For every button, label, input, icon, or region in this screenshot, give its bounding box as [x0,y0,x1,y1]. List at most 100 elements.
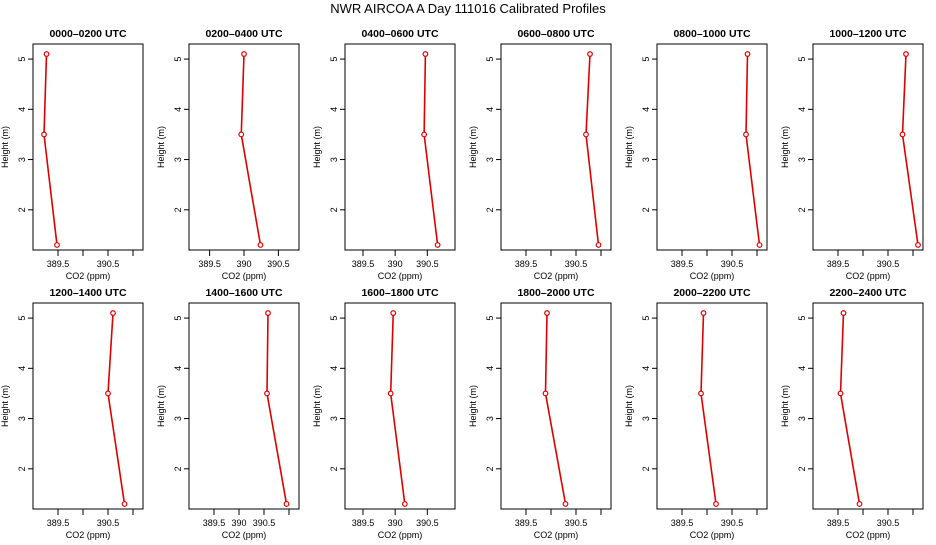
x-tick-label: 390.5 [721,259,744,269]
y-tick-label: 5 [173,316,183,321]
x-tick-label: 390.5 [721,518,744,528]
y-tick-label: 2 [641,207,651,212]
y-axis-label: Height (m) [312,126,322,168]
profile-panel: 2200–2400 UTC 389.5 390.5 2 3 4 5 CO2 (ppm) Heig… [780,287,924,540]
profile-panel: 0000–0200 UTC 389.5 390.5 2 3 4 5 CO2 (ppm) Heig… [0,28,144,281]
y-tick-label: 5 [485,57,495,62]
y-tick-label: 3 [485,416,495,421]
y-axis-label: Height (m) [468,126,478,168]
profile-line [585,54,600,246]
profile-panel: 0200–0400 UTC 389.5 390 390.5 2 3 4 5 CO2 (ppm) H… [156,28,300,281]
panel-title: 0400–0600 UTC [361,28,438,40]
y-tick-label: 4 [329,366,339,371]
y-axis-label: Height (m) [156,385,166,427]
x-axis-label: CO2 (ppm) [846,530,891,540]
y-tick-label: 3 [797,416,807,421]
x-tick-label: 390.5 [565,259,588,269]
y-tick-label: 5 [173,57,183,62]
plot-frame [344,302,456,510]
y-tick-label: 4 [641,107,651,112]
y-axis-label: Height (m) [624,126,634,168]
y-tick-label: 2 [485,466,495,471]
data-point [422,51,429,57]
data-point [698,390,704,397]
y-axis-label: Height (m) [0,385,10,427]
plot-frame [500,43,612,251]
data-point [54,242,60,248]
x-axis-label: CO2 (ppm) [534,530,579,540]
y-tick-label: 5 [485,316,495,321]
x-tick-label: 389.5 [515,518,538,528]
y-tick-label: 2 [17,466,27,471]
y-tick-label: 3 [173,416,183,421]
panel-title: 0600–0800 UTC [517,28,594,40]
x-axis-label: CO2 (ppm) [534,271,579,281]
y-tick-label: 4 [797,107,807,112]
y-tick-label: 3 [485,157,495,162]
y-tick-label: 2 [329,207,339,212]
data-point [43,51,50,57]
y-tick-label: 4 [173,107,183,112]
data-point [544,310,550,316]
data-point [390,310,397,316]
y-tick-label: 3 [173,157,183,162]
x-tick-label: 389.5 [827,518,850,528]
profile-line [240,54,262,246]
panel-title: 0000–0200 UTC [49,28,126,40]
y-tick-label: 2 [329,466,339,471]
y-tick-label: 2 [485,207,495,212]
y-tick-label: 2 [797,207,807,212]
y-axis-label: Height (m) [780,126,790,168]
y-tick-label: 2 [797,466,807,471]
plot-frame [656,302,768,510]
profile-panel: 1000–1200 UTC 389.5 390.5 2 3 4 5 CO2 (ppm) Heig… [780,28,924,281]
profile-panel: 0800–1000 UTC 389.5 390.5 2 3 4 5 CO2 (ppm) Heig… [624,28,768,281]
data-point [744,51,751,57]
x-tick-label: 389.5 [827,259,850,269]
profile-line [389,313,406,505]
x-tick-label: 389.5 [198,259,221,269]
y-tick-label: 3 [329,416,339,421]
x-tick-label: 389.5 [352,259,375,269]
y-tick-label: 5 [17,57,27,62]
y-tick-label: 5 [17,316,27,321]
page-title: NWR AIRCOA A Day 111016 Calibrated Profi… [330,1,606,16]
profile-line [266,313,288,505]
data-point [387,390,394,397]
y-tick-label: 3 [329,157,339,162]
x-axis-label: CO2 (ppm) [66,271,111,281]
y-tick-label: 4 [485,107,495,112]
profile-line [839,313,861,505]
x-tick-label: 390.5 [877,518,900,528]
y-tick-label: 5 [329,57,339,62]
plot-frame [188,302,300,510]
x-tick-label: 389.5 [47,518,70,528]
data-point [265,310,271,316]
profile-line [107,312,126,505]
panel-title: 1200–1400 UTC [49,287,126,299]
x-axis-label: CO2 (ppm) [378,530,423,540]
data-point [241,51,247,57]
profile-line [700,313,717,505]
y-axis-label: Height (m) [312,385,322,427]
data-point [264,390,270,397]
data-point [434,242,441,248]
y-tick-label: 4 [329,107,339,112]
x-tick-label: 390 [388,518,403,528]
profile-line [423,54,439,246]
plot-frame [344,43,456,251]
data-point [756,242,763,248]
panel-title: 0800–1000 UTC [673,28,750,40]
data-point [840,310,847,316]
panel-title: 1400–1600 UTC [205,287,282,299]
data-point [41,131,47,138]
x-tick-label: 390.5 [416,259,439,269]
data-point [562,501,569,507]
x-tick-label: 389.5 [671,518,694,528]
x-tick-label: 390.5 [253,518,276,528]
data-point [421,131,428,138]
profile-panel: 2000–2200 UTC 389.5 390.5 2 3 4 5 CO2 (ppm) Heig… [624,287,768,540]
y-tick-label: 3 [17,157,27,162]
